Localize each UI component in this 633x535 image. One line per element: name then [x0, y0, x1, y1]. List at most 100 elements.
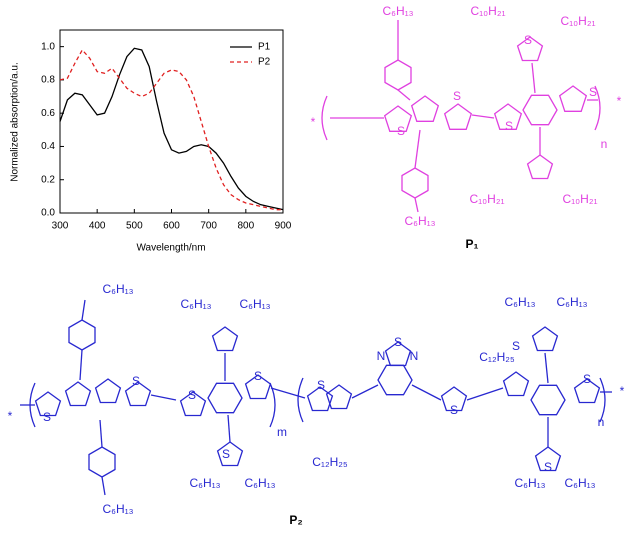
- bracket: [269, 382, 276, 428]
- x-axis-label: Wavelength/nm: [136, 243, 205, 254]
- ring: [68, 319, 96, 351]
- ring: [558, 85, 588, 112]
- structure-label: S: [524, 33, 532, 47]
- x-tick-label: 500: [126, 221, 143, 232]
- structure-label: *: [617, 94, 622, 108]
- structure-label: S: [317, 378, 325, 392]
- y-tick-label: 1.0: [41, 41, 55, 52]
- structure-label: *: [620, 384, 625, 398]
- bond: [150, 394, 177, 401]
- bond: [101, 476, 106, 496]
- structure-label: C₁₂H₂₅: [479, 350, 515, 364]
- ring: [179, 391, 207, 417]
- structure-label: C₆H₁₃: [564, 476, 595, 490]
- structure-label: S: [453, 89, 461, 103]
- bond: [351, 384, 379, 399]
- x-tick-label: 700: [200, 221, 217, 232]
- x-tick-label: 300: [52, 221, 69, 232]
- structure-label: C₁₀H₂₁: [562, 192, 597, 206]
- ring: [530, 384, 566, 416]
- legend-label: P1: [258, 42, 271, 53]
- structure-label: S: [394, 335, 402, 349]
- bond: [270, 387, 306, 399]
- ring: [522, 94, 558, 126]
- bond: [466, 387, 504, 401]
- y-tick-label: 0.4: [41, 141, 55, 152]
- structure-label: N: [410, 349, 419, 363]
- ring: [216, 441, 244, 467]
- structure-label: S: [450, 403, 458, 417]
- ring: [534, 446, 562, 472]
- x-tick-label: 800: [237, 221, 254, 232]
- bracket: [599, 377, 606, 423]
- ring: [207, 382, 243, 414]
- structure-label: C₆H₁₃: [102, 282, 133, 296]
- ring: [377, 364, 413, 396]
- structure-label: S: [583, 372, 591, 386]
- bracket: [29, 382, 36, 428]
- plot-frame: [59, 29, 284, 214]
- series-line: [59, 47, 284, 211]
- structure-label: *: [311, 115, 316, 129]
- structure-label: C₆H₁₃: [404, 214, 435, 228]
- structure-label: C₁₂H₂₅: [312, 455, 348, 469]
- ring: [244, 374, 272, 400]
- x-tick-label: 900: [275, 221, 292, 232]
- bond: [81, 299, 86, 321]
- ring: [516, 36, 544, 62]
- bond: [544, 352, 549, 384]
- ring: [410, 95, 440, 122]
- structure-label: C₁₀H₂₁: [470, 4, 505, 18]
- structure-label: S: [254, 369, 262, 383]
- bracket: [297, 377, 304, 423]
- structure-label: C₆H₁₃: [239, 297, 270, 311]
- ring: [384, 341, 412, 367]
- bond: [227, 414, 231, 443]
- y-tick-label: 0.2: [41, 174, 55, 185]
- bond: [414, 197, 419, 213]
- ring: [34, 391, 62, 417]
- ring: [384, 59, 412, 91]
- ring: [124, 381, 152, 407]
- structure-label: S: [132, 374, 140, 388]
- y-tick-label: 0.0: [41, 208, 55, 219]
- ring: [401, 167, 429, 199]
- ring: [306, 386, 334, 412]
- bracket: [594, 85, 601, 131]
- structure-label: C₆H₁₃: [102, 502, 133, 516]
- bond: [79, 349, 83, 381]
- ring: [531, 326, 559, 352]
- ring: [325, 384, 353, 410]
- ring: [493, 103, 523, 130]
- ring: [526, 154, 554, 180]
- structure-label: S: [397, 124, 405, 138]
- structure-label: N: [377, 349, 386, 363]
- structure-label: S: [43, 410, 51, 424]
- ring: [211, 326, 239, 352]
- structure-label: S: [544, 460, 552, 474]
- structure-label: C₆H₁₃: [556, 295, 587, 309]
- structure-label: C₆H₁₃: [180, 297, 211, 311]
- x-tick-label: 400: [89, 221, 106, 232]
- ring: [440, 386, 468, 412]
- structure-label: S: [188, 388, 196, 402]
- structure-label: n: [598, 415, 605, 429]
- legend-label: P2: [258, 57, 271, 68]
- series-line: [59, 48, 283, 211]
- x-tick-label: 600: [163, 221, 180, 232]
- bond: [414, 129, 421, 169]
- y-axis-label: Normalized absorption/a.u.: [10, 62, 21, 182]
- bond: [411, 384, 442, 401]
- ring: [64, 381, 92, 407]
- structure-title: P₁: [466, 237, 479, 251]
- structure-title: P₂: [289, 513, 302, 527]
- structure-label: S: [589, 85, 597, 99]
- structure-label: S: [512, 339, 520, 353]
- ring: [94, 378, 122, 404]
- ring: [443, 103, 473, 130]
- y-tick-label: 0.8: [41, 75, 55, 86]
- structure-label: S: [505, 119, 513, 133]
- ring: [573, 378, 601, 404]
- structure-label: S: [222, 447, 230, 461]
